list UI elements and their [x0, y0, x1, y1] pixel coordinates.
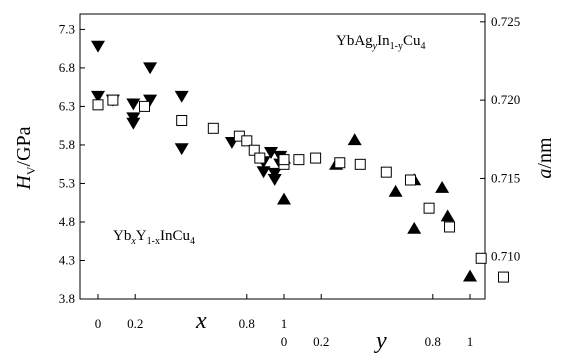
open-square-point [293, 154, 305, 166]
x-axis-y: 0 0.2 0.8 1 [281, 294, 474, 349]
plot-frame [79, 13, 486, 300]
left-axis-label: HV/GPa [13, 126, 38, 190]
triangle-down-point [143, 94, 158, 107]
x-axis-x: 0 0.2 0.8 1 [95, 294, 288, 331]
open-square-point [380, 166, 392, 178]
triangle-down-point [267, 167, 282, 180]
triangle-down-point [143, 62, 158, 75]
open-square-point [92, 99, 104, 111]
right-axis-label: a/nm [534, 137, 556, 179]
triangle-down-point [91, 90, 105, 103]
open-square-point [423, 202, 435, 214]
x-tick-label: 0.8 [239, 316, 255, 331]
right-tick-label: 0.715 [491, 170, 520, 185]
x-tick-label: 0 [95, 316, 102, 331]
right-tick-label: 0.725 [491, 14, 520, 29]
open-square-point [139, 100, 150, 112]
open-square-point [107, 94, 119, 106]
triangle-down-point [256, 166, 271, 179]
triangle-up-point [463, 269, 477, 282]
data-points [91, 40, 509, 283]
x-tick-label: 0.2 [127, 316, 143, 331]
triangle-up-point [435, 181, 450, 193]
triangle-up-point [407, 221, 422, 234]
open-square-point [475, 252, 487, 264]
left-tick-label: 4.8 [59, 214, 75, 229]
left-tick-label: 5.8 [59, 137, 75, 152]
x-tick-label: 1 [281, 316, 288, 331]
triangle-down-point [267, 174, 282, 186]
triangle-up-point [440, 209, 455, 222]
y-composition-tick-label: 1 [467, 334, 474, 349]
y-composition-tick-label: 0.2 [313, 334, 329, 349]
left-tick-label: 5.3 [59, 175, 75, 190]
y-composition-tick-label: 0 [281, 334, 288, 349]
left-tick-label: 6.3 [59, 98, 75, 113]
triangle-down-point [126, 117, 141, 130]
triangle-up-point [388, 184, 403, 197]
triangle-down-point [174, 143, 189, 156]
triangle-up-point [347, 133, 362, 146]
annotation-ybagincu: YbAgyIn1-yCu4 [336, 33, 425, 52]
right-axis: 0.710 0.715 0.720 0.725 [480, 14, 520, 264]
open-square-point [176, 114, 188, 126]
open-square-point [334, 157, 346, 169]
open-square-point [248, 144, 260, 156]
triangle-up-point [277, 192, 291, 205]
open-square-point [278, 154, 290, 166]
open-square-point [404, 174, 416, 186]
right-tick-label: 0.710 [491, 249, 520, 264]
triangle-down-point [263, 147, 278, 159]
open-square-point [354, 158, 366, 170]
open-square-point [444, 221, 456, 233]
left-tick-label: 7.3 [59, 21, 75, 36]
right-tick-label: 0.720 [491, 92, 520, 107]
triangle-down-point [91, 40, 105, 53]
open-square-point [254, 152, 266, 164]
open-square-point [310, 152, 322, 164]
x-axis-symbol-x: x [195, 308, 207, 334]
triangle-down-point [126, 98, 141, 111]
open-square-point [497, 271, 509, 283]
annotation-ybyincu: YbxY1-xInCu4 [113, 228, 195, 247]
triangle-down-point [174, 90, 189, 103]
open-square-point [207, 122, 219, 134]
left-tick-label: 4.3 [59, 252, 75, 267]
left-tick-label: 6.8 [59, 60, 75, 75]
y-composition-tick-label: 0.8 [425, 334, 441, 349]
x-axis-symbol-y: y [374, 328, 387, 353]
left-tick-label: 3.8 [59, 291, 75, 306]
left-axis: 3.8 4.3 4.8 5.3 5.8 6.3 6.8 7.3 [59, 21, 85, 306]
open-square-point [241, 135, 253, 147]
